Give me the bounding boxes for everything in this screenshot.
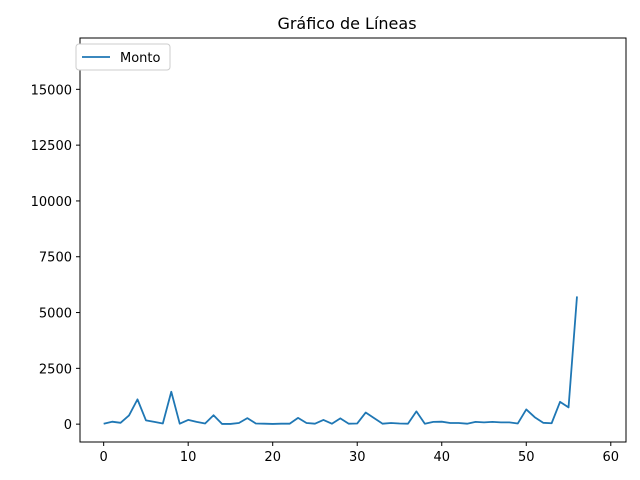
x-tick-label: 0	[100, 450, 108, 465]
x-tick-label: 20	[264, 450, 281, 465]
chart-title: Gráfico de Líneas	[277, 14, 416, 33]
plot-area: 0 10 20 30 40 50 60 0 2500 5000 7500 10000 12500 1500…	[31, 37, 627, 465]
x-tick-label: 40	[433, 450, 450, 465]
x-tick-label: 30	[349, 450, 366, 465]
legend-box	[75, 43, 171, 71]
x-tick-label: 50	[518, 450, 535, 465]
y-tick-label: 10000	[31, 195, 72, 210]
y-tick-label: 15000	[31, 83, 72, 98]
y-tick-label: 0	[64, 418, 72, 433]
plot-frame	[79, 37, 627, 443]
x-tick-label: 60	[603, 450, 620, 465]
y-tick-label: 2500	[39, 362, 72, 377]
legend: Monto	[75, 43, 171, 71]
series-line-0	[103, 296, 578, 425]
x-tick-label: 10	[180, 450, 197, 465]
y-tick-label: 5000	[39, 307, 72, 322]
y-tick-label: 7500	[39, 251, 72, 266]
y-tick-label: 12500	[31, 139, 72, 154]
legend-label: Monto	[120, 51, 161, 66]
